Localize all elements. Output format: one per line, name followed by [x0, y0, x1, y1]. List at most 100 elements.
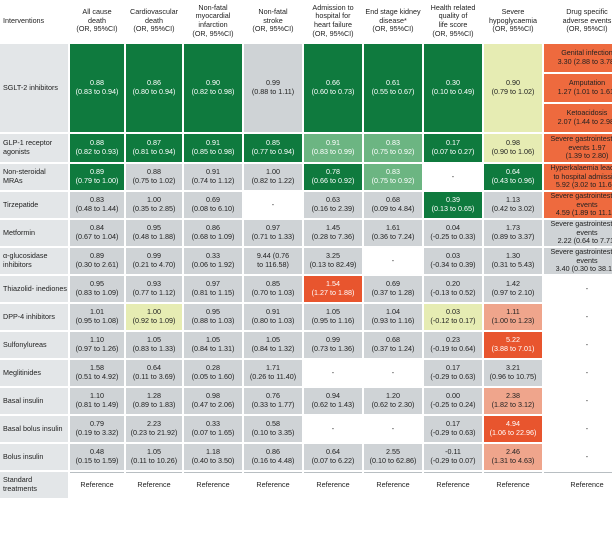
header-adverse-events: Drug specific adverse events (OR, 95%CI)	[544, 0, 612, 42]
cell-value: -	[585, 367, 589, 377]
cell-value: Reference	[570, 480, 604, 490]
cell-sulf-qol: 0.23 (-0.19 to 0.64)	[424, 332, 482, 358]
cell-ci: (0.16 to 4.48)	[251, 456, 295, 465]
row-label-text: Basal bolus insulin	[3, 423, 63, 433]
cell-ci: (0.35 to 2.85)	[132, 204, 176, 213]
cell-value: -	[585, 311, 589, 321]
header-text: Health related quality of	[430, 2, 476, 21]
cell-agi-ae: Severe gastrointestinalevents3.40 (0.30 …	[544, 248, 612, 274]
cell-value: 0.79	[90, 419, 104, 429]
cell-value: 1.10	[90, 391, 104, 401]
header-text: disease*	[379, 15, 407, 25]
header-text: (OR, 95%CI)	[252, 24, 294, 34]
cell-value: 0.90	[206, 78, 220, 88]
cell-value: 0.66	[326, 78, 340, 88]
cell-value: 0.95	[147, 223, 161, 233]
cell-tirz-acd: 0.83 (0.48 to 1.44)	[70, 192, 124, 218]
cell-value: 0.97	[206, 279, 220, 289]
row-label-text: Metformin	[3, 227, 35, 237]
cell-value: 0.64	[506, 167, 520, 177]
row-label-agi: α-glucosidase inhibitors	[0, 248, 68, 274]
cell-value: 0.63	[326, 195, 340, 205]
cell-value: 0.76	[266, 391, 280, 401]
header-text: Severe	[501, 7, 525, 17]
row-label-text: α-glucosidase inhibitors	[3, 251, 48, 269]
cell-basal-ae: -	[544, 388, 612, 414]
cell-bbolus-stroke: 0.58 (0.10 to 3.35)	[244, 416, 302, 442]
cell-ci: (0.10 to 0.49)	[431, 87, 475, 96]
cell-sglt2-cv-death: 0.86 (0.80 to 0.94)	[126, 44, 182, 132]
cell-megl-stroke: 1.71 (0.26 to 11.40)	[244, 360, 302, 386]
cell-value: 5.22	[506, 335, 520, 345]
cell-value: 0.30	[446, 78, 460, 88]
cell-event: Genital infection	[561, 48, 612, 58]
cell-ci: (0.55 to 0.67)	[371, 87, 415, 96]
header-interventions: Interventions	[0, 0, 68, 42]
header-kidney-disease: End stage kidney disease* (OR, 95%CI)	[364, 0, 422, 42]
cell-ci: (0.77 to 0.94)	[251, 147, 295, 156]
cell-ci: (0.95 to 1.08)	[75, 316, 119, 325]
cell-tzd-hypo: 1.42 (0.97 to 2.10)	[484, 276, 542, 302]
cell-ci: (0.48 to 1.44)	[75, 204, 119, 213]
cell-value: 1.45	[326, 223, 340, 233]
cell-dpp4-kidney: 1.04 (0.93 to 1.16)	[364, 304, 422, 330]
cell-basal-hypo: 2.38 (1.82 to 3.12)	[484, 388, 542, 414]
cell-basal-qol: 0.00 (-0.25 to 0.24)	[424, 388, 482, 414]
cell-ci: (1.82 to 3.12)	[491, 400, 535, 409]
cell-value: 0.95	[206, 307, 220, 317]
cell-glp1-ae: Severe gastrointestinal events 1.97(1.39…	[544, 134, 612, 162]
cell-nsmra-qol: -	[424, 164, 482, 190]
cell-value: Reference	[376, 480, 410, 490]
cell-value: 0.68	[386, 195, 400, 205]
cell-value: 0.39	[446, 195, 460, 205]
cell-value: 0.03	[446, 307, 460, 317]
cell-sulf-hf: 0.99 (0.73 to 1.36)	[304, 332, 362, 358]
cell-bolus-mi: 1.18 (0.40 to 3.50)	[184, 444, 242, 470]
header-interventions-text: Interventions	[3, 15, 45, 25]
cell-value: 0.17	[446, 419, 460, 429]
cell-bolus-stroke: 0.86 (0.16 to 4.48)	[244, 444, 302, 470]
cell-ci: (0.51 to 4.92)	[75, 372, 119, 381]
cell-ci: (0.73 to 1.36)	[311, 344, 355, 353]
cell-value: 2.23	[147, 419, 161, 429]
cell-value: 0.95	[90, 279, 104, 289]
cell-value: 0.99	[147, 251, 161, 261]
cell-event: Severe gastrointestinal	[550, 220, 612, 229]
header-text: Drug specific	[566, 7, 608, 17]
header-myocardial-infarction: Non-fatal myocardial infarction (OR, 95%CI…	[184, 0, 242, 42]
header-text: stroke	[263, 15, 283, 25]
cell-value: 0.33	[206, 251, 220, 261]
cell-event: events	[576, 255, 598, 265]
cell-value: 0.64	[326, 447, 340, 457]
cell-glp1-kidney: 0.83 (0.75 to 0.92)	[364, 134, 422, 162]
cell-ci: (-0.29 to 0.63)	[430, 372, 476, 381]
cell-sglt2-hf: 0.66 (0.60 to 0.73)	[304, 44, 362, 132]
cell-value: 0.69	[206, 195, 220, 205]
cell-ci: (0.48 to 1.88)	[132, 232, 176, 241]
cell-value: 1.58	[90, 363, 104, 373]
cell-ci: (0.80 to 1.03)	[251, 316, 295, 325]
cell-value: -	[585, 283, 589, 293]
cell-bbolus-kidney: -	[364, 416, 422, 442]
cell-agi-stroke: 9.44 (0.76 to 116.58)	[244, 248, 302, 274]
cell-event: Severe gastrointestinal	[550, 192, 612, 201]
cell-metf-qol: 0.04 (-0.25 to 0.33)	[424, 220, 482, 246]
cell-value: 0.78	[326, 167, 340, 177]
cell-value: 0.69	[386, 279, 400, 289]
cell-tirz-kidney: 0.68 (0.09 to 4.84)	[364, 192, 422, 218]
cell-value: Reference	[196, 480, 230, 490]
cell-ci: (0.81 to 1.49)	[75, 400, 119, 409]
cell-ci: (0.37 to 1.24)	[371, 344, 415, 353]
cell-value: 0.99	[266, 78, 280, 88]
cell-ci: (-0.34 to 0.39)	[430, 260, 476, 269]
cell-value: 1.28	[147, 391, 161, 401]
cell-value: -	[271, 199, 275, 209]
row-label-nsmra: Non-steroidal MRAs	[0, 164, 68, 190]
cell-ci: (0.93 to 1.16)	[371, 316, 415, 325]
cell-nsmra-cvd: 0.88 (0.75 to 1.02)	[126, 164, 182, 190]
cell-ci: (0.07 to 6.22)	[311, 456, 355, 465]
header-text: adverse events	[562, 15, 612, 25]
cell-ci: (0.16 to 2.39)	[311, 204, 355, 213]
cell-value: 0.88	[90, 138, 104, 148]
cell-value: 0.61	[386, 78, 400, 88]
